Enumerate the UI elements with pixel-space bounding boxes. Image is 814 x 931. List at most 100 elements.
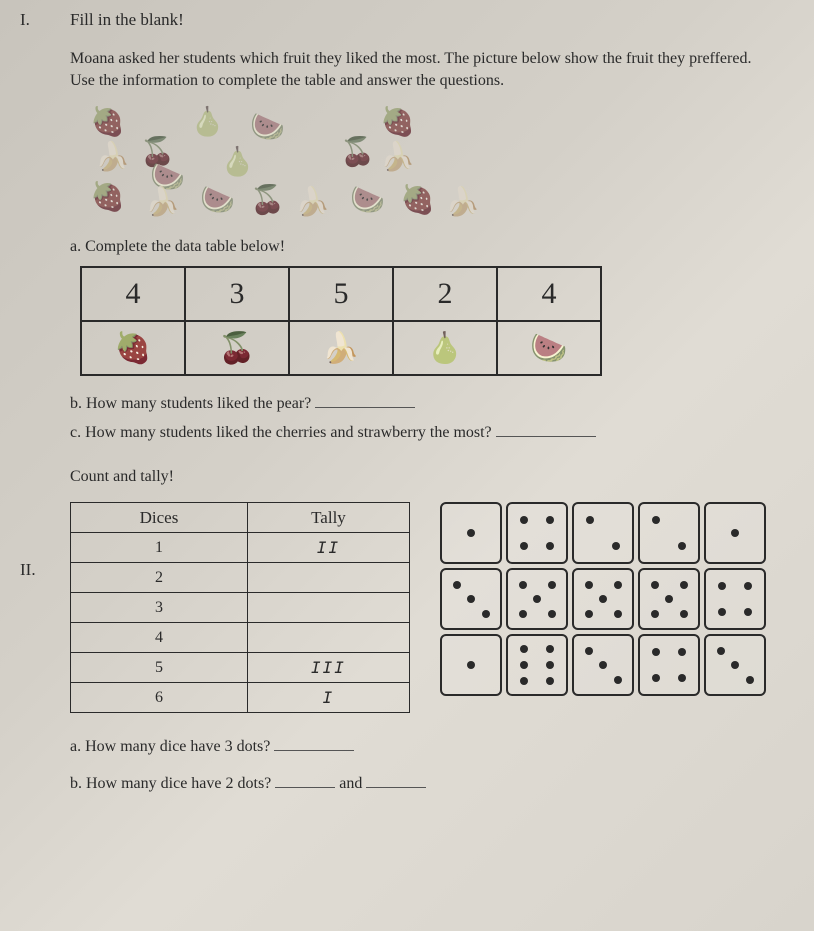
- section-1-title: Fill in the blank!: [70, 10, 774, 30]
- dice-dot: [520, 661, 528, 669]
- dice-dot: [717, 647, 725, 655]
- fruit-icon: 🍌: [295, 185, 330, 219]
- dice-dot: [652, 648, 660, 656]
- dice-4: [704, 568, 766, 630]
- dice-dot: [678, 674, 686, 682]
- tally-cell[interactable]: I: [247, 683, 409, 713]
- section-2-title: Count and tally!: [70, 468, 774, 486]
- tally-header-tally: Tally: [247, 503, 409, 533]
- sub-c-text: c. How many students liked the cherries …: [70, 424, 492, 441]
- dice-dot: [546, 677, 554, 685]
- fruit-icon: 🍉: [250, 110, 285, 144]
- dice-dot: [599, 661, 607, 669]
- dice-dot: [548, 581, 556, 589]
- sub-question-c: c. How many students liked the cherries …: [70, 423, 774, 442]
- fruit-display: 🍓🍐🍉🍓🍌🍒🍐🍒🍌🍉🍓🍌🍉🍒🍌🍉🍓🍌: [70, 105, 774, 220]
- table-count-cell: 3: [185, 267, 289, 321]
- dice-1: [704, 502, 766, 564]
- dice-grid: [440, 502, 766, 696]
- dice-5: [572, 568, 634, 630]
- table-row: 6I: [71, 683, 410, 713]
- dice-dot: [546, 661, 554, 669]
- fruit-icon: 🍓: [380, 105, 415, 139]
- dice-number-cell: 5: [71, 653, 248, 683]
- sub-question-a: a. Complete the data table below!: [70, 238, 774, 256]
- dice-dot: [585, 610, 593, 618]
- dice-dot: [520, 542, 528, 550]
- blank-answer-c[interactable]: [496, 423, 596, 437]
- dice-dot: [585, 647, 593, 655]
- table-row: 1II: [71, 533, 410, 563]
- dice-dot: [744, 608, 752, 616]
- dice-dot: [678, 542, 686, 550]
- dice-dot: [467, 529, 475, 537]
- fruit-icon: 🍓: [400, 183, 435, 217]
- tally-cell[interactable]: [247, 623, 409, 653]
- table-fruit-cell: 🍌: [289, 321, 393, 375]
- dice-number-cell: 1: [71, 533, 248, 563]
- table-row: 2: [71, 563, 410, 593]
- dice-dot: [612, 542, 620, 550]
- dice-5: [638, 568, 700, 630]
- dice-dot: [718, 608, 726, 616]
- dice-dot: [586, 516, 594, 524]
- dice-dot: [680, 581, 688, 589]
- tally-cell[interactable]: III: [247, 653, 409, 683]
- dice-dot: [651, 610, 659, 618]
- dice-dot: [718, 582, 726, 590]
- dice-3: [440, 568, 502, 630]
- table-row: 3: [71, 593, 410, 623]
- dice-dot: [546, 516, 554, 524]
- dice-dot: [652, 674, 660, 682]
- table-fruit-cell: 🍒: [185, 321, 289, 375]
- table-count-cell: 4: [497, 267, 601, 321]
- dice-dot: [678, 648, 686, 656]
- blank-answer-2a[interactable]: [274, 737, 354, 751]
- fruit-icon: 🍐: [190, 105, 225, 139]
- dice-2: [638, 502, 700, 564]
- table-fruit-cell: 🍉: [497, 321, 601, 375]
- table-count-cell: 5: [289, 267, 393, 321]
- dice-dot: [482, 610, 490, 618]
- dice-4: [506, 502, 568, 564]
- dice-number-cell: 4: [71, 623, 248, 653]
- blank-answer-2b-1[interactable]: [275, 774, 335, 788]
- fruit-icon: 🍓: [90, 180, 125, 214]
- dice-5: [506, 568, 568, 630]
- table-count-cell: 2: [393, 267, 497, 321]
- dice-dot: [546, 542, 554, 550]
- dice-number-cell: 3: [71, 593, 248, 623]
- dice-dot: [519, 610, 527, 618]
- table-fruit-cell: 🍓: [81, 321, 185, 375]
- tally-header-dices: Dices: [71, 503, 248, 533]
- section-2-questions: a. How many dice have 3 dots? b. How man…: [70, 737, 774, 793]
- tally-table: Dices Tally 1II2345III6I: [70, 502, 410, 713]
- dice-2: [572, 502, 634, 564]
- dice-dot: [680, 610, 688, 618]
- dice-dot: [599, 595, 607, 603]
- blank-answer-2b-2[interactable]: [366, 774, 426, 788]
- dice-dot: [467, 661, 475, 669]
- tally-cell[interactable]: II: [247, 533, 409, 563]
- fruit-icon: 🍉: [200, 183, 235, 217]
- dice-dot: [585, 581, 593, 589]
- table-count-cell: 4: [81, 267, 185, 321]
- blank-answer-b[interactable]: [315, 394, 415, 408]
- fruit-icon: 🍓: [90, 105, 125, 139]
- section-1: I. Fill in the blank! Moana asked her st…: [70, 10, 774, 442]
- dice-dot: [744, 582, 752, 590]
- tally-cell[interactable]: [247, 593, 409, 623]
- fruit-icon: 🍌: [380, 140, 415, 174]
- dice-3: [704, 634, 766, 696]
- dice-dot: [548, 610, 556, 618]
- dice-dot: [614, 610, 622, 618]
- sub-2b-mid: and: [339, 775, 362, 792]
- tally-cell[interactable]: [247, 563, 409, 593]
- dice-dot: [546, 645, 554, 653]
- dice-number-cell: 2: [71, 563, 248, 593]
- dice-dot: [746, 676, 754, 684]
- fruit-icon: 🍌: [445, 185, 480, 219]
- dice-dot: [533, 595, 541, 603]
- dice-dot: [520, 677, 528, 685]
- dice-dot: [731, 529, 739, 537]
